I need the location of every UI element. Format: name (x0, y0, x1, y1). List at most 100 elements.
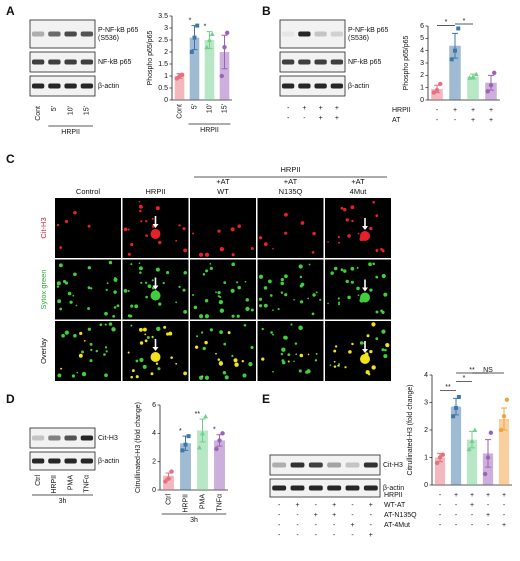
cell (287, 353, 291, 357)
lane-sign: + (350, 522, 354, 529)
cell (350, 266, 355, 271)
y-tick-label: 1.5 (158, 61, 168, 68)
cell (298, 325, 303, 331)
cell (151, 217, 154, 220)
cell (375, 275, 379, 279)
cell (350, 205, 355, 210)
data-point (197, 445, 202, 450)
blot-band (31, 458, 45, 464)
cell (138, 266, 143, 271)
cell (130, 263, 133, 266)
blot-band (330, 31, 344, 37)
blot-row-label: NF-kB p65 (98, 59, 132, 66)
x-tick-label: Ctrl (165, 494, 172, 505)
cell (333, 365, 337, 368)
nets (360, 292, 370, 303)
blot-band (80, 59, 94, 65)
blot-strip (279, 51, 346, 73)
y-tick-label: 2 (420, 72, 424, 79)
cell (371, 365, 376, 370)
cell (375, 337, 379, 341)
cell (59, 246, 63, 249)
cell (368, 262, 372, 267)
data-point (180, 72, 185, 78)
cell (135, 359, 139, 363)
y-tick-label: 3 (424, 399, 428, 406)
condition-sign: - (439, 502, 442, 509)
y-tick-label: 3.5 (158, 13, 168, 20)
cell (281, 359, 285, 363)
cell (343, 207, 347, 212)
cell (236, 281, 239, 284)
cell (130, 324, 133, 327)
lane-sign: - (296, 522, 299, 529)
cell (217, 358, 221, 361)
cell (151, 279, 154, 282)
cell (258, 274, 264, 279)
significance: * (179, 428, 182, 435)
cell (72, 294, 75, 297)
cell (204, 314, 210, 319)
lane-sign: + (295, 502, 299, 509)
bar (214, 440, 225, 490)
cell (219, 246, 225, 252)
cell (162, 281, 165, 285)
micrograph (257, 259, 324, 320)
condition-sign: - (439, 512, 442, 519)
cell (231, 253, 235, 257)
group-label: HRPII (200, 127, 219, 134)
condition-sign: + (471, 107, 475, 114)
cell (64, 330, 69, 335)
error-bar (485, 439, 491, 468)
y-tick-label: 2 (164, 49, 168, 56)
cell (138, 327, 143, 332)
blot-row-label: P-NF-kB p65 (98, 27, 139, 34)
cell (375, 248, 379, 252)
y-tick-label: 0 (164, 97, 168, 104)
blot-band (345, 462, 360, 468)
blot-band (281, 31, 295, 37)
condition-sign: + (489, 117, 493, 124)
cell (308, 263, 311, 266)
cell (230, 288, 235, 293)
cell (201, 375, 204, 378)
cell (89, 359, 93, 363)
cell (270, 331, 273, 334)
data-point (454, 406, 458, 410)
cell (104, 373, 108, 378)
cell (299, 275, 303, 279)
blot-band (308, 485, 323, 491)
cell (138, 200, 141, 203)
cell (272, 247, 274, 250)
data-point (189, 50, 194, 54)
cell (224, 375, 229, 380)
y-tick-label: 2 (152, 459, 156, 466)
cell (261, 327, 264, 331)
y-axis-label: Phospho p65/p65 (147, 30, 154, 85)
cell (111, 327, 116, 332)
lane-sign: - (278, 502, 281, 509)
cell (314, 359, 318, 362)
cell (183, 248, 188, 253)
row-label: Overlay (39, 338, 48, 364)
lane-label: 10' (67, 106, 74, 115)
data-point (473, 71, 479, 77)
cell (209, 266, 213, 271)
condition-sign: - (503, 512, 506, 519)
data-point (217, 438, 222, 443)
column-label: 4Mut (350, 187, 368, 196)
cell (236, 314, 240, 318)
blot-strip (29, 51, 96, 73)
data-point (485, 455, 491, 460)
cell (345, 279, 349, 284)
cell (218, 299, 224, 305)
cell (87, 307, 90, 310)
condition-sign: - (439, 492, 442, 499)
cell (383, 292, 388, 297)
condition-sign: - (471, 512, 474, 519)
condition-sign: - (439, 522, 442, 529)
blot-strip (29, 75, 96, 97)
condition-sign: + (454, 492, 458, 499)
blot-band (345, 485, 360, 491)
cell (209, 328, 213, 332)
